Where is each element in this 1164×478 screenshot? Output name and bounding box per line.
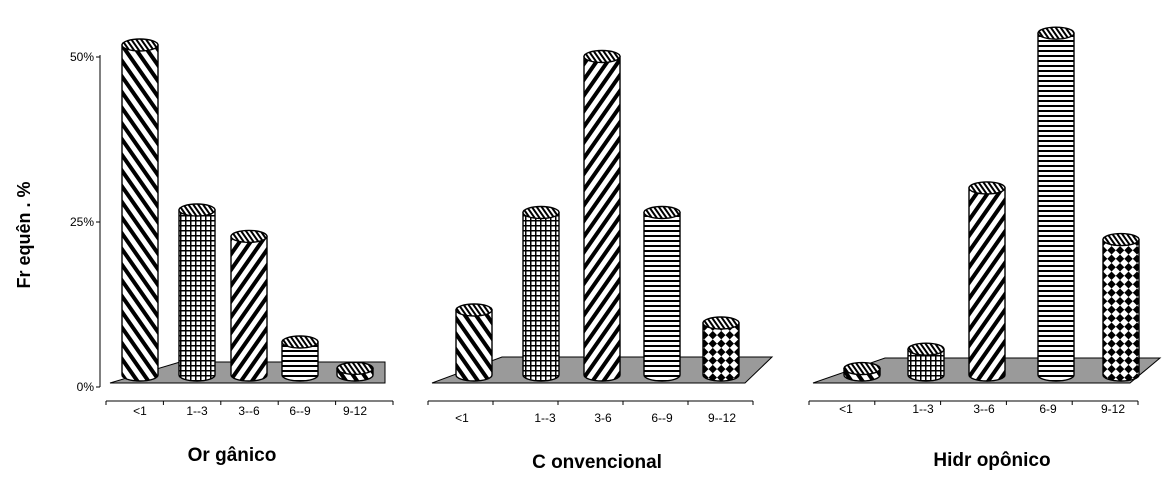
panel-2-category-label: <1 — [455, 411, 469, 425]
panel-1-bar-2 — [178, 203, 216, 382]
panel-3-bar-2-body — [907, 348, 945, 382]
panel-3-bar-2 — [907, 342, 945, 382]
panel-2-category-label: 9--12 — [708, 411, 736, 425]
panel-1-bar-1-body — [121, 44, 159, 382]
panel-2-category-label: 3-6 — [594, 411, 612, 425]
panel-2-category-label: 1--3 — [534, 411, 556, 425]
panel-2-bar-1 — [455, 303, 493, 382]
panel-2-bar-3-top — [583, 49, 621, 64]
panel-1-bar-4-body — [281, 341, 319, 382]
panel-3-bar-4-body — [1037, 32, 1075, 382]
panel-3-bar-3 — [968, 181, 1006, 382]
panel-1-bar-1-top — [121, 38, 159, 52]
panel-1-category-label: <1 — [133, 404, 147, 418]
panel-1-bar-3-body — [230, 235, 268, 382]
panel-2-bar-2 — [522, 205, 560, 382]
panel-1-bar-5 — [336, 361, 374, 382]
panel-2-bar-3-body — [583, 55, 621, 382]
panel-2-bar-5-top — [702, 316, 740, 330]
panel-1-bar-4 — [281, 335, 319, 382]
panel-2-x-axis-label: C onvencional — [532, 452, 662, 473]
panel-1-bar-5-top — [336, 361, 374, 376]
panel-1-bar-3 — [230, 229, 268, 382]
panel-2-bar-4-top — [643, 205, 681, 220]
panel-1-category-label: 6--9 — [289, 404, 311, 418]
panel-3-bar-2-top — [907, 342, 945, 356]
panel-2-bar-4 — [643, 205, 681, 382]
panel-3-category-label: <1 — [839, 402, 853, 416]
panel-1-category-label: 3--6 — [238, 404, 260, 418]
y-tick-label: 25% — [70, 215, 94, 229]
panel-2-bar-5 — [702, 316, 740, 382]
panel-1-category-label: 1--3 — [186, 404, 208, 418]
y-tick-label: 50% — [70, 50, 94, 64]
y-axis-label: Fr equên . % — [14, 181, 34, 288]
panel-3-category-label: 9-12 — [1101, 402, 1125, 416]
panel-3-category-label: 3--6 — [973, 402, 995, 416]
panel-1-bar-2-body — [178, 209, 216, 382]
panel-3-x-axis-label: Hidr opônico — [933, 450, 1050, 471]
panel-1-bar-3-top — [230, 229, 268, 244]
panel-2-bar-1-top — [455, 303, 493, 317]
panel-1-bar-4-top — [281, 335, 319, 349]
panel-2-category-label: 6--9 — [651, 411, 673, 425]
panel-2-bar-5-body — [702, 322, 740, 382]
panel-3-bar-1 — [843, 361, 881, 382]
panel-1-bar-1 — [121, 38, 159, 382]
panel-2-bar-1-body — [455, 309, 493, 382]
panel-3-bar-3-body — [968, 187, 1006, 382]
panel-1-x-axis-label: Or gânico — [188, 445, 277, 466]
panel-2-bar-3 — [583, 49, 621, 382]
panel-1-category-label: 9-12 — [343, 404, 367, 418]
panel-3-bar-4-top — [1037, 26, 1075, 40]
panel-2-bar-2-body — [522, 211, 560, 382]
panel-1-bar-2-top — [178, 203, 216, 217]
panel-3-category-label: 6-9 — [1039, 402, 1057, 416]
panel-3-bar-1-top — [843, 361, 881, 376]
panel-3-bar-5-top — [1102, 232, 1140, 247]
panel-3-bar-5-body — [1102, 238, 1140, 382]
panel-2-bar-4-body — [643, 211, 681, 382]
panel-3-category-label: 1--3 — [912, 402, 934, 416]
panel-3-bar-4 — [1037, 26, 1075, 382]
panel-3-bar-3-top — [968, 181, 1006, 195]
panel-2-bar-2-top — [522, 205, 560, 220]
panel-3-bar-5 — [1102, 232, 1140, 382]
y-tick-label: 0% — [77, 380, 95, 394]
